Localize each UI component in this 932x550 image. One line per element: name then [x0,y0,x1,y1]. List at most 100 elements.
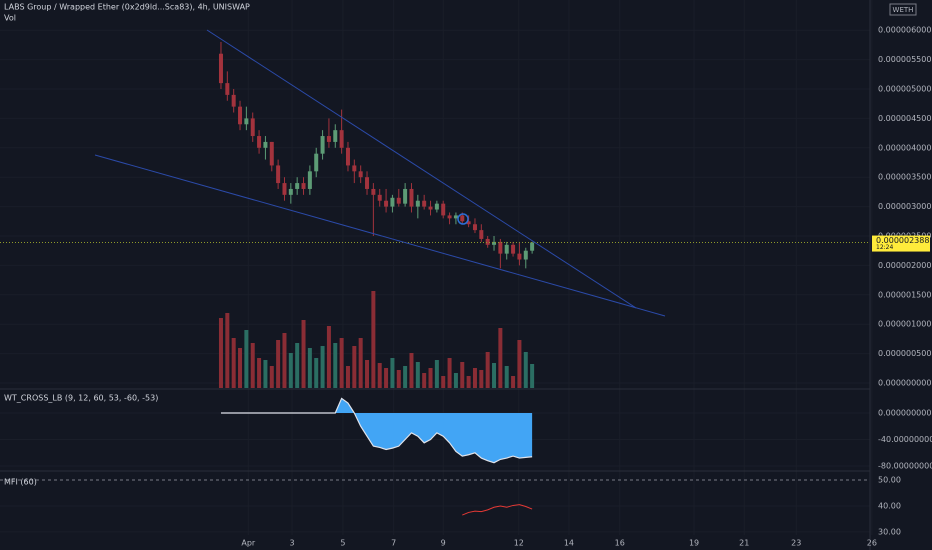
currency-badge-text: WETH [893,6,914,14]
volume-bar [257,358,262,388]
y-tick-label: 30.00 [878,527,901,536]
candle-body [460,215,465,222]
x-tick-label: 5 [340,539,345,548]
volume-bar [333,343,338,388]
volume-bar [390,358,395,388]
y-tick-label: 0.0000055000 [878,55,932,64]
volume-bar [314,358,319,388]
candle-body [295,183,300,189]
candle-body [257,136,262,148]
y-tick-label: 0.0000005000 [878,349,932,358]
volume-bar [231,338,236,388]
trend-line [94,154,666,317]
candle-body [453,215,458,219]
candle-body [276,165,281,184]
chart-title: LABS Group / Wrapped Ether (0x2d9ld...Sc… [4,3,250,12]
candle-body [371,188,376,195]
volume-bar [269,366,274,388]
y-tick-label: -40.0000000000 [878,435,932,444]
volume-bar [472,368,477,388]
x-tick-label: 26 [867,539,877,548]
volume-bar [238,348,243,388]
last-price-box [872,235,930,252]
candle-body [384,200,389,207]
candle-body [358,171,363,178]
volume-bar [504,366,509,388]
candle-body [326,136,331,142]
candle-body [422,200,427,207]
y-tick-label: 0.0000000000 [878,379,932,388]
volume-bar [403,366,408,388]
candle-body [307,171,312,189]
volume-bar [358,338,363,388]
volume-bar [377,363,382,388]
volume-bar [434,360,439,388]
volume-bar [384,368,389,388]
volume-bar [276,340,281,388]
y-tick-label: 0.0000030000 [878,202,932,211]
indicator-title: MFI (60) [4,478,37,487]
y-tick-label: 0.0000040000 [878,143,932,152]
candle-body [530,242,535,251]
candle-body [396,197,401,204]
volume-bar [428,368,433,388]
candle-body [479,230,484,239]
x-tick-label: 23 [791,539,801,548]
candle-body [492,241,497,245]
volume-bar [511,376,516,388]
volume-bar [466,376,471,388]
candle-body [472,224,477,231]
x-tick-label: 12 [514,539,524,548]
candle-body [218,53,223,84]
volume-bar [479,370,484,388]
volume-bar [396,370,401,388]
wt-line [220,397,533,464]
candle-body [352,165,357,172]
volume-bar [492,363,497,388]
mfi-line [462,504,533,516]
volume-bar [320,346,325,388]
trend-line [206,29,637,309]
x-tick-label: 19 [689,539,699,548]
candle-body [377,194,382,201]
candle-body [269,141,274,166]
volume-bar [447,358,452,388]
volume-bar [517,340,522,388]
volume-label: Vol [4,14,16,23]
volume-bar [453,373,458,388]
last-price-label: 0.0000023885 [876,236,932,245]
countdown-label: 12:24 [876,244,893,251]
volume-bar [301,320,306,388]
candle-body [244,118,249,125]
volume-bar [409,353,414,388]
volume-bar [307,348,312,388]
candle-body [409,188,414,207]
candle-body [365,177,370,189]
volume-bar [422,373,427,388]
volume-bar [530,364,535,388]
volume-bar [326,326,331,388]
volume-bar [250,343,255,388]
candle-body [434,203,439,210]
candle-body [333,130,338,142]
volume-bar [523,352,528,388]
volume-bar [225,313,230,388]
wt-area [220,398,533,463]
y-tick-label: 50.00 [878,476,901,485]
x-tick-label: 3 [290,539,295,548]
y-tick-label: 0.0000010000 [878,320,932,329]
volume-bar [282,333,287,388]
y-tick-label: 40.00 [878,501,901,510]
candle-body [238,106,243,125]
y-tick-label: 0.0000060000 [878,26,932,35]
volume-bar [498,328,503,388]
x-tick-label: 21 [739,539,749,548]
candle-body [390,197,395,207]
candle-body [504,244,509,254]
candle-body [466,221,471,225]
currency-badge [889,3,917,16]
candle-body [485,238,490,245]
candle-body [301,183,306,189]
